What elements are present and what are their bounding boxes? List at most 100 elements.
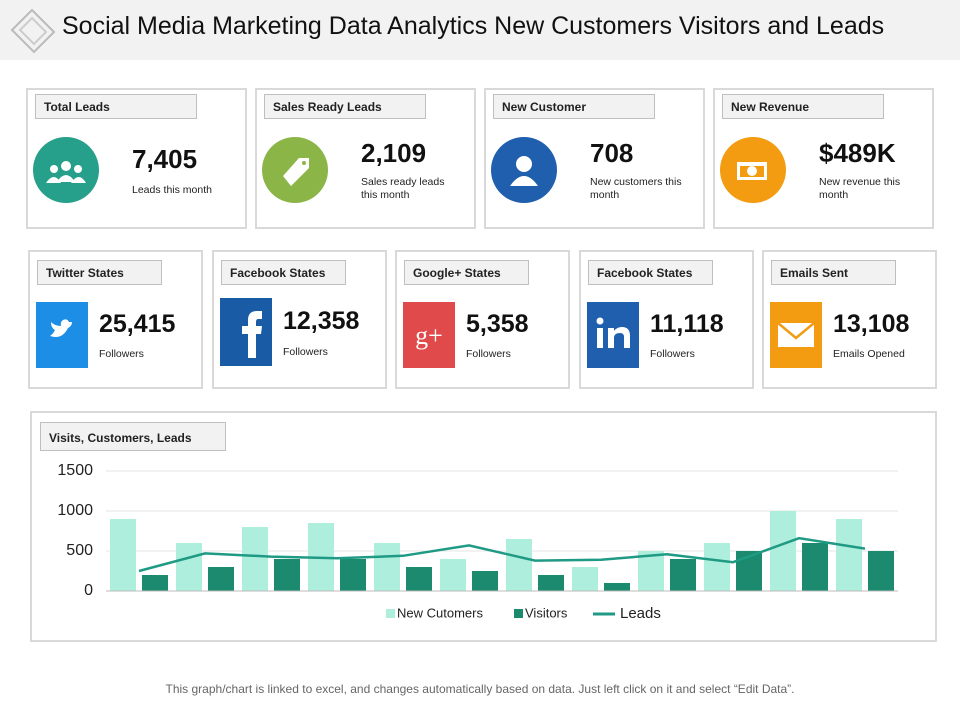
kpi-caption: Sales ready leads this month xyxy=(361,176,445,201)
in-bar xyxy=(597,328,603,348)
in-n xyxy=(608,327,630,348)
social-icon xyxy=(220,298,272,366)
header-logo xyxy=(10,8,56,54)
bird xyxy=(50,319,72,337)
bar xyxy=(208,567,234,591)
g-plus: g+ xyxy=(415,321,443,350)
bar xyxy=(604,583,630,591)
bar xyxy=(340,559,366,591)
kpi-value: 7,405 xyxy=(132,144,198,174)
icon-glyph xyxy=(737,162,767,180)
icon-glyph xyxy=(283,158,309,186)
legend-label: New Cutomers xyxy=(397,605,483,620)
kpi-caption: Leads this month xyxy=(132,184,212,196)
tag-hole xyxy=(302,161,306,165)
social-icon xyxy=(587,302,639,368)
bar xyxy=(538,575,564,591)
social-value: 25,415 xyxy=(99,310,176,338)
kpi-icon xyxy=(491,137,557,203)
social-caption: Followers xyxy=(283,346,328,358)
bar xyxy=(868,551,894,591)
social-caption: Emails Opened xyxy=(833,348,905,360)
footer-note: This graph/chart is linked to excel, and… xyxy=(165,682,795,696)
coin xyxy=(747,166,757,176)
bar xyxy=(274,559,300,591)
social-value: 5,358 xyxy=(466,310,529,338)
y-tick-label: 500 xyxy=(66,542,93,559)
icon-glyph xyxy=(510,156,538,186)
bar xyxy=(670,559,696,591)
card-label: Facebook States xyxy=(588,260,713,285)
card-label: Sales Ready Leads xyxy=(264,94,426,119)
person xyxy=(61,161,71,171)
social-icon xyxy=(770,302,822,368)
person xyxy=(74,165,82,173)
icon-glyph: g+ xyxy=(415,321,443,350)
bar xyxy=(440,559,466,591)
legend-swatch xyxy=(386,609,395,618)
y-tick-label: 0 xyxy=(84,582,93,599)
kpi-caption: New revenue this month xyxy=(819,176,901,201)
chart-label: Visits, Customers, Leads xyxy=(40,422,226,451)
social-value: 12,358 xyxy=(283,307,360,335)
card-label: Total Leads xyxy=(35,94,197,119)
social-caption: Followers xyxy=(99,348,144,360)
kpi-icon xyxy=(33,137,99,203)
bar xyxy=(472,571,498,591)
social-value: 13,108 xyxy=(833,310,910,338)
card-label: Twitter States xyxy=(37,260,162,285)
card-label: Google+ States xyxy=(404,260,529,285)
legend-label: Leads xyxy=(620,605,661,622)
icon-glyph xyxy=(242,311,262,358)
f-logo xyxy=(242,311,262,358)
bar xyxy=(242,527,268,591)
social-caption: Followers xyxy=(466,348,511,360)
bar xyxy=(506,539,532,591)
kpi-value: $489K xyxy=(819,138,896,168)
icon-glyph xyxy=(596,317,630,348)
person xyxy=(46,177,61,183)
kpi-icon xyxy=(720,137,786,203)
bar xyxy=(704,543,730,591)
kpi-icon xyxy=(262,137,328,203)
icon-glyph xyxy=(46,161,86,183)
kpi-value: 2,109 xyxy=(361,138,427,168)
card-label: New Customer xyxy=(493,94,655,119)
bar xyxy=(110,519,136,591)
social-icon xyxy=(36,302,88,368)
kpi-caption: New customers this month xyxy=(590,176,682,201)
bar xyxy=(836,519,862,591)
icon-glyph xyxy=(777,322,815,347)
icon-glyph xyxy=(50,319,72,337)
person xyxy=(57,175,75,182)
social-value: 11,118 xyxy=(650,310,724,338)
bar xyxy=(374,543,400,591)
header-band xyxy=(0,0,960,60)
bar xyxy=(572,567,598,591)
card-label: Facebook States xyxy=(221,260,346,285)
kpi-value: 708 xyxy=(590,138,634,168)
bar xyxy=(802,543,828,591)
logo-inner xyxy=(18,16,48,46)
card-label: Emails Sent xyxy=(771,260,896,285)
card-label: New Revenue xyxy=(722,94,884,119)
bar xyxy=(638,551,664,591)
bar xyxy=(770,511,796,591)
person-head xyxy=(516,156,532,172)
y-tick-label: 1000 xyxy=(57,502,93,519)
logo-outline xyxy=(10,8,56,54)
tag xyxy=(283,158,309,186)
person xyxy=(50,165,58,173)
envelope-flap xyxy=(777,322,815,340)
line xyxy=(138,536,866,573)
legend-label: Visitors xyxy=(525,605,568,620)
page-title: Social Media Marketing Data Analytics Ne… xyxy=(62,12,885,40)
bar xyxy=(406,567,432,591)
person xyxy=(71,177,86,183)
person-body xyxy=(510,176,538,186)
bar xyxy=(176,543,202,591)
in-dot xyxy=(596,317,604,325)
social-caption: Followers xyxy=(650,348,695,360)
